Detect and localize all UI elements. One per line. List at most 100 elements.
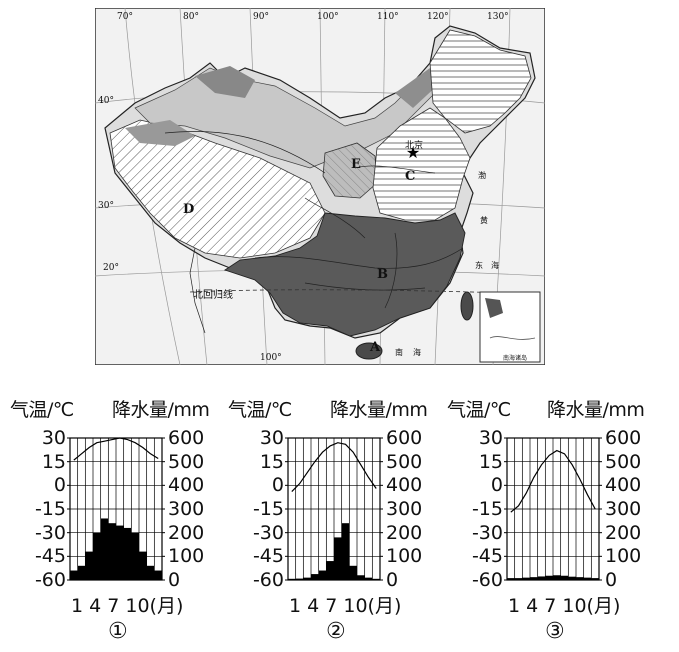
- precipitation-tick-label: 100: [386, 545, 423, 568]
- precipitation-bar: [311, 574, 319, 580]
- precipitation-tick-label: 0: [386, 569, 399, 591]
- precipitation-bar: [522, 577, 530, 580]
- temperature-tick-label: 30: [41, 427, 66, 449]
- region-northwest-dark-2: [125, 120, 195, 146]
- precipitation-bar: [326, 561, 334, 580]
- chart-caption: ②: [326, 619, 346, 644]
- temperature-tick-label: -15: [471, 498, 503, 520]
- lon-label-110: 110°: [377, 12, 399, 22]
- precipitation-tick-label: 200: [168, 521, 205, 544]
- precipitation-bar: [553, 575, 561, 580]
- precipitation-bar: [100, 518, 109, 580]
- precipitation-bar: [123, 527, 132, 580]
- precipitation-tick-label: 600: [386, 427, 423, 449]
- precipitation-bar: [349, 565, 357, 580]
- precipitation-bar: [93, 532, 101, 580]
- region-label-d: D: [183, 202, 194, 217]
- region-label-e: E: [351, 157, 361, 172]
- region-label-a: A: [369, 340, 381, 355]
- tropic-line: [189, 289, 506, 294]
- temperature-tick-label: -45: [34, 545, 66, 568]
- precipitation-tick-label: 400: [386, 474, 423, 497]
- precipitation-bar: [146, 565, 155, 580]
- region-northwest-dark-1: [195, 66, 255, 98]
- region-label-b: B: [377, 267, 388, 282]
- climate-chart-1: 气温/℃ 降水量/mm 1 4 7 10(月) ① 30 15 0 -15 -30 -45…: [10, 398, 230, 652]
- region-e: [322, 142, 378, 199]
- precipitation-tick-label: 500: [605, 450, 642, 473]
- precipitation-bar: [583, 577, 592, 580]
- sea-label-4: 海: [491, 260, 499, 270]
- precipitation-tick-label: 600: [605, 427, 642, 449]
- precipitation-bar: [108, 523, 116, 580]
- capital-label: 北京: [405, 139, 423, 151]
- precipitation-axis-label: 降水量/mm: [112, 399, 210, 421]
- temperature-curve: [73, 437, 159, 461]
- lat-label-30: 30°: [98, 201, 114, 211]
- month-axis-label: 1 4 7 10(月): [508, 595, 621, 617]
- precipitation-bar: [116, 525, 124, 580]
- temperature-axis-label: 气温/℃: [10, 399, 74, 421]
- region-d-plateau: [109, 119, 326, 259]
- region-northeast: [429, 29, 532, 134]
- lon-label-80: 80°: [183, 12, 199, 22]
- precipitation-bar: [568, 576, 576, 580]
- precipitation-tick-label: 0: [168, 569, 181, 591]
- sea-label-3: 东: [475, 260, 483, 270]
- temperature-tick-label: -15: [252, 498, 284, 520]
- temperature-tick-label: -45: [471, 545, 503, 568]
- precipitation-tick-label: 0: [605, 569, 618, 591]
- lat-label-40: 40°: [98, 96, 114, 106]
- precipitation-bar: [295, 578, 304, 580]
- precipitation-tick-label: 300: [605, 498, 642, 520]
- lon-label-bottom-100: 100°: [260, 353, 282, 363]
- sea-label-2: 黄: [480, 215, 488, 225]
- taiwan-island: [460, 291, 474, 321]
- precipitation-bar: [372, 578, 380, 580]
- precipitation-tick-label: 500: [386, 450, 423, 473]
- precipitation-bar: [334, 537, 342, 580]
- temperature-tick-label: 15: [478, 450, 503, 473]
- precipitation-bar: [545, 575, 553, 580]
- temperature-axis-label: 气温/℃: [228, 399, 292, 421]
- lat-label-20: 20°: [103, 263, 119, 273]
- precipitation-bar: [77, 565, 86, 580]
- precipitation-axis-label: 降水量/mm: [547, 399, 645, 421]
- south-china-sea-inset: [479, 291, 541, 363]
- chart-caption: ①: [108, 619, 128, 644]
- precipitation-bar: [131, 532, 139, 580]
- region-a-island: [355, 342, 383, 360]
- precipitation-bar: [537, 576, 546, 580]
- precipitation-tick-label: 200: [605, 521, 642, 544]
- precipitation-bar: [364, 577, 373, 580]
- precipitation-bar: [154, 570, 162, 580]
- precipitation-bar: [357, 575, 365, 580]
- precipitation-bar: [70, 570, 78, 580]
- precipitation-axis-label: 降水量/mm: [330, 399, 428, 421]
- precipitation-bar: [303, 577, 311, 580]
- temperature-tick-label: -15: [34, 498, 66, 520]
- climate-chart-2-plot: [285, 437, 383, 581]
- precipitation-tick-label: 100: [605, 545, 642, 568]
- sea-label-6: 海: [413, 347, 421, 357]
- precipitation-tick-label: 100: [168, 545, 205, 568]
- temperature-tick-label: -60: [34, 569, 66, 591]
- precipitation-bar: [288, 578, 296, 580]
- temperature-tick-label: 30: [259, 427, 284, 449]
- temperature-tick-label: -60: [252, 569, 284, 591]
- precipitation-bar: [318, 570, 327, 580]
- precipitation-tick-label: 400: [605, 474, 642, 497]
- lon-label-100: 100°: [317, 12, 339, 22]
- sea-label-5: 南: [395, 347, 403, 357]
- temperature-tick-label: 0: [53, 474, 66, 497]
- region-b: [223, 212, 466, 337]
- region-label-c: C: [405, 169, 415, 184]
- precipitation-bar: [514, 578, 523, 580]
- region-northwest-dark-3: [395, 68, 440, 108]
- map-lines: [164, 131, 464, 334]
- inset-caption: 南海诸岛: [503, 354, 527, 362]
- lon-label-130: 130°: [487, 12, 509, 22]
- precipitation-tick-label: 300: [386, 498, 423, 520]
- region-c: [372, 107, 471, 221]
- precipitation-bar: [560, 575, 569, 580]
